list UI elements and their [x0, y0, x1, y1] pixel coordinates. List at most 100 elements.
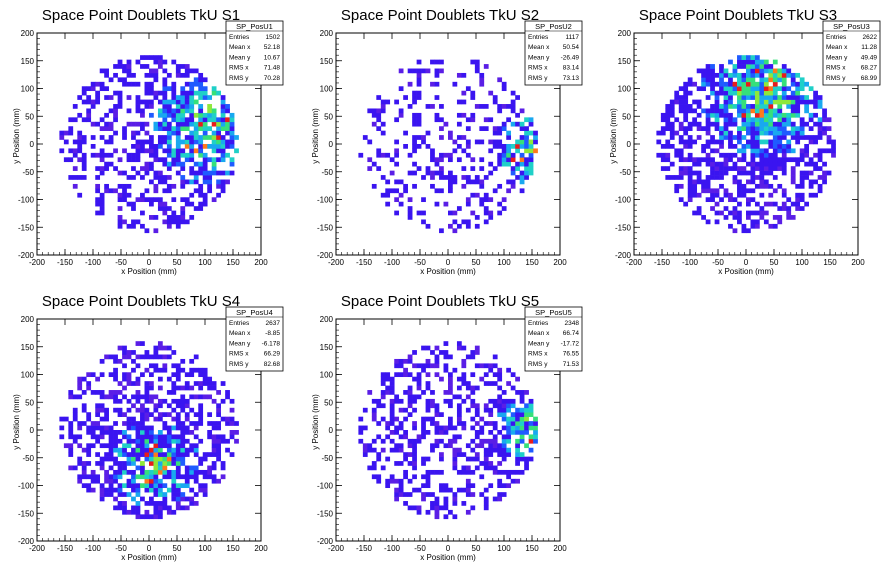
heatmap-cell — [175, 126, 181, 131]
heatmap-cell — [701, 183, 706, 189]
heatmap-cell — [166, 456, 172, 462]
heatmap-cell — [68, 430, 74, 435]
heatmap-cell — [371, 183, 377, 189]
heatmap-cell — [683, 95, 689, 100]
heatmap-cell — [492, 188, 498, 194]
heatmap-cell — [524, 390, 529, 395]
heatmap-cell — [126, 152, 132, 158]
heatmap-cell — [126, 183, 132, 189]
heatmap-cell — [678, 139, 684, 145]
heatmap-cell — [528, 412, 534, 417]
heatmap-cell — [448, 438, 453, 444]
heatmap-cell — [434, 496, 440, 502]
heatmap-cell — [162, 219, 168, 225]
heatmap-cell — [380, 403, 386, 409]
heatmap-cell — [81, 461, 87, 466]
heatmap-cell — [524, 461, 529, 466]
heatmap-cell — [759, 108, 765, 114]
heatmap-cell — [772, 157, 778, 163]
heatmap-cell — [162, 161, 168, 167]
heatmap-cell — [220, 434, 226, 440]
heatmap-cell — [732, 152, 738, 158]
heatmap-cell — [180, 483, 186, 489]
heatmap-cell — [175, 443, 181, 449]
heatmap-cell — [826, 117, 832, 123]
heatmap-cell — [389, 398, 395, 404]
x-tick-label: 50 — [173, 258, 182, 267]
y-tick-label: -50 — [321, 454, 333, 463]
y-tick-label: 150 — [320, 57, 334, 66]
heatmap-cell — [202, 95, 208, 100]
heatmap-cell — [149, 456, 154, 462]
heatmap-cell — [175, 363, 181, 369]
heatmap-cell — [99, 81, 105, 87]
heatmap-cell — [99, 425, 105, 431]
heatmap-cell — [443, 443, 449, 449]
heatmap-cell — [674, 152, 680, 158]
heatmap-cell — [488, 381, 494, 386]
heatmap-cell — [452, 501, 458, 506]
heatmap-cell — [519, 430, 525, 435]
heatmap-cell — [750, 148, 756, 154]
heatmap-cell — [533, 148, 538, 154]
heatmap-cell — [759, 183, 765, 189]
heatmap-cell — [385, 478, 391, 484]
heatmap-cell — [403, 390, 408, 395]
y-axis-label: y Position (mm) — [609, 108, 618, 164]
heatmap-cell — [380, 381, 386, 386]
heatmap-cell — [719, 152, 724, 158]
heatmap-cell — [799, 81, 805, 87]
heatmap-cell — [144, 161, 150, 167]
heatmap-cell — [452, 219, 458, 225]
heatmap-cell — [394, 188, 400, 194]
heatmap-cell — [768, 90, 774, 96]
heatmap-cell — [86, 117, 92, 123]
heatmap-cell — [754, 108, 760, 114]
heatmap-cell — [140, 425, 145, 431]
heatmap-cell — [492, 139, 498, 145]
heatmap-cell — [140, 372, 145, 378]
heatmap-cell — [193, 161, 199, 167]
heatmap-cell — [149, 363, 154, 369]
heatmap-cell — [104, 452, 109, 457]
heatmap-cell — [754, 104, 760, 109]
heatmap-cell — [448, 385, 453, 391]
heatmap-cell — [407, 394, 413, 400]
heatmap-cell — [763, 86, 769, 92]
heatmap-cell — [135, 394, 141, 400]
heatmap-cell — [153, 416, 159, 422]
heatmap-cell — [171, 469, 177, 475]
heatmap-cell — [180, 183, 186, 189]
heatmap-cell — [149, 135, 154, 140]
heatmap-cell — [117, 505, 123, 511]
heatmap-cell — [705, 139, 711, 145]
heatmap-cell — [412, 438, 417, 444]
heatmap-cell — [439, 135, 444, 140]
heatmap-cell — [81, 86, 87, 92]
stats-box-name: SP_PosU1 — [236, 22, 273, 31]
heatmap-cell — [126, 381, 132, 386]
heatmap-cell — [808, 161, 814, 167]
heatmap-cell — [465, 478, 471, 484]
heatmap-cell — [153, 144, 159, 149]
heatmap-cell — [763, 112, 769, 118]
heatmap-cell — [166, 403, 172, 409]
heatmap-cell — [519, 139, 525, 145]
heatmap-cell — [175, 170, 181, 176]
heatmap-cell — [407, 398, 413, 404]
heatmap-cell — [777, 183, 783, 189]
heatmap-cell — [122, 465, 127, 471]
heatmap-cell — [461, 452, 467, 457]
heatmap-cell — [198, 121, 204, 127]
heatmap-cell — [398, 201, 404, 207]
heatmap-cell — [229, 135, 235, 140]
heatmap-cell — [759, 59, 765, 65]
heatmap-cell — [113, 394, 118, 400]
heatmap-cell — [376, 112, 382, 118]
stats-box-frame — [225, 20, 284, 86]
heatmap-cell — [456, 121, 462, 127]
heatmap-cell — [719, 166, 724, 171]
heatmap-cell — [380, 104, 386, 109]
heatmap-cell — [122, 350, 127, 355]
heatmap-cell — [470, 456, 476, 462]
